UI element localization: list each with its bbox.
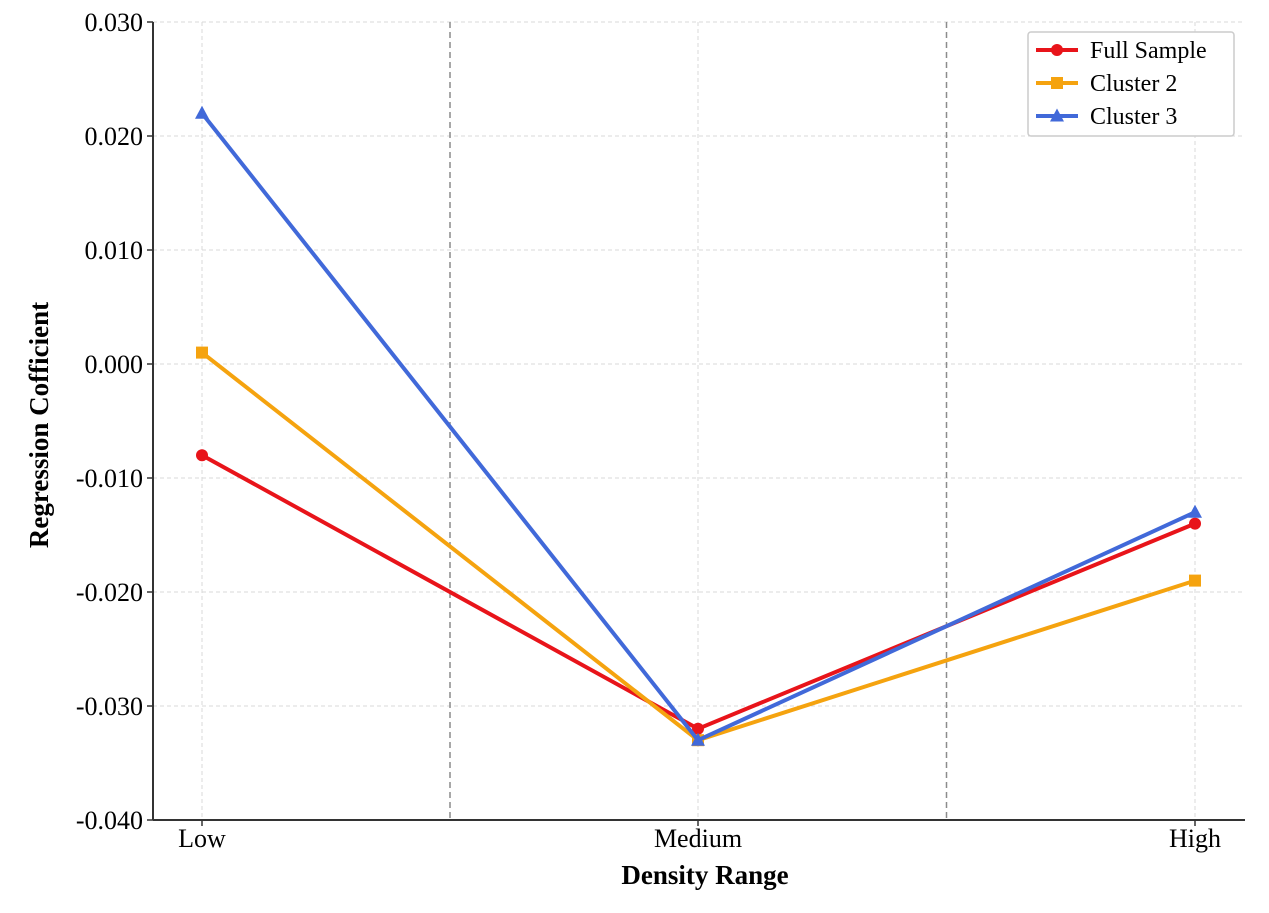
grid-lines [153, 21, 1245, 821]
legend-box [1027, 31, 1235, 137]
y-tick-label: -0.020 [76, 578, 143, 607]
y-tick-label: -0.030 [76, 692, 143, 721]
series-cluster-2 [196, 346, 1201, 747]
legend-item: Cluster 2 [1036, 71, 1177, 97]
x-tick-label: High [1169, 824, 1221, 853]
y-tick-label: 0.010 [85, 236, 144, 265]
y-tick-label: 0.020 [85, 122, 144, 151]
legend-swatch-marker [1051, 77, 1063, 89]
x-tick-label: Low [178, 824, 226, 853]
y-tick-label: 0.000 [85, 350, 144, 379]
data-point [691, 732, 705, 746]
axes [152, 22, 1245, 821]
legend-item: Cluster 3 [1036, 104, 1177, 130]
y-axis-ticks: -0.040 -0.030 -0.020 -0.010 0.000 0.010 0.020 0… [76, 8, 153, 835]
data-point [1189, 574, 1201, 587]
series-cluster-3 [195, 105, 1202, 746]
legend-swatch-marker [1050, 108, 1064, 122]
data-point [1189, 517, 1201, 530]
data-point [692, 722, 704, 735]
x-axis-title: Density Range [621, 860, 788, 890]
legend: Full Sample Cluster 2 Cluster 3 [1027, 31, 1235, 137]
x-axis-ticks: Low Medium High [178, 820, 1221, 853]
data-point [1188, 504, 1202, 518]
category-separators [449, 22, 948, 820]
data-point [195, 105, 209, 119]
y-tick-label: -0.040 [76, 806, 143, 835]
series-full-sample [196, 449, 1201, 735]
data-point [196, 449, 208, 462]
data-point [196, 346, 208, 359]
series-group [195, 105, 1202, 747]
legend-label: Cluster 2 [1090, 71, 1177, 97]
legend-swatch-marker [1051, 44, 1063, 56]
x-tick-label: Medium [654, 824, 742, 853]
y-tick-label: -0.010 [76, 464, 143, 493]
legend-item: Full Sample [1036, 38, 1207, 64]
legend-label: Cluster 3 [1090, 104, 1177, 130]
y-tick-label: 0.030 [85, 8, 144, 37]
legend-label: Full Sample [1090, 38, 1207, 64]
y-axis-title: Regression Cofficient [24, 302, 54, 548]
